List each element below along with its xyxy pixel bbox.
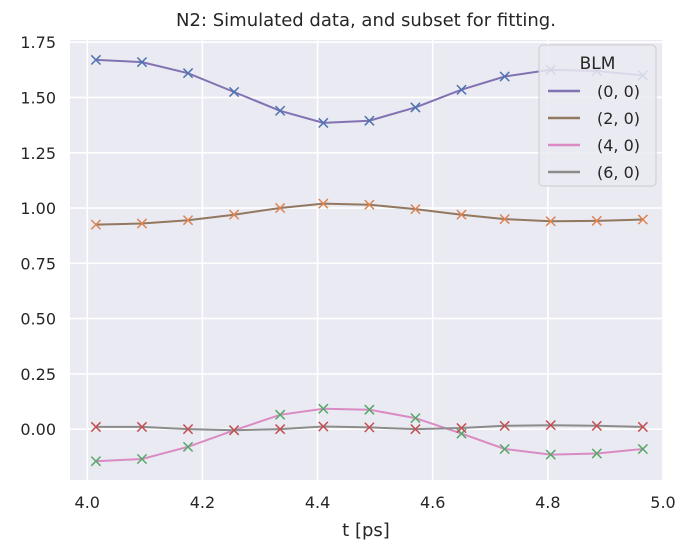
data-point-marker <box>90 54 102 66</box>
data-point-marker <box>591 215 602 226</box>
y-tick-label: 0.25 <box>20 365 56 384</box>
data-point-marker <box>410 412 421 424</box>
y-tick-label: 0.75 <box>20 254 56 273</box>
data-point-marker <box>364 115 375 126</box>
data-point-marker <box>591 448 602 459</box>
x-tick-label: 4.8 <box>535 493 560 512</box>
chart-title: N2: Simulated data, and subset for fitti… <box>176 10 556 31</box>
legend-label: (0, 0) <box>597 82 640 101</box>
data-point-marker <box>545 420 556 431</box>
legend-label: (4, 0) <box>597 136 640 155</box>
data-point-marker <box>364 422 375 433</box>
data-point-marker <box>410 204 421 215</box>
y-axis: 0.00 0.25 0.50 0.75 1.00 1.25 1.50 1.75 <box>20 33 56 439</box>
data-point-marker <box>410 102 421 113</box>
data-point-marker <box>182 441 194 452</box>
data-point-marker <box>275 409 286 420</box>
data-point-marker <box>456 422 467 434</box>
data-point-marker <box>90 421 102 433</box>
data-point-marker <box>90 456 102 467</box>
data-point-marker <box>545 216 556 227</box>
data-point-marker <box>275 424 286 435</box>
data-point-marker <box>182 68 194 79</box>
data-point-marker <box>499 420 510 431</box>
legend-frame <box>538 44 657 187</box>
data-point-marker <box>499 213 510 225</box>
data-point-marker <box>591 420 602 431</box>
data-point-marker <box>90 219 102 230</box>
x-tick-label: 4.4 <box>305 493 330 512</box>
data-point-marker <box>136 56 148 68</box>
data-point-marker <box>456 84 467 95</box>
data-point-marker <box>545 449 556 460</box>
data-point-marker <box>228 209 240 220</box>
series-group <box>90 403 648 467</box>
y-tick-label: 1.25 <box>20 144 56 163</box>
data-point-marker <box>275 105 286 116</box>
data-point-marker <box>228 425 240 436</box>
data-point-marker <box>136 453 148 465</box>
data-point-marker <box>136 218 148 229</box>
data-point-marker <box>318 198 329 209</box>
y-tick-label: 1.50 <box>20 88 56 107</box>
legend-label: (2, 0) <box>597 109 640 128</box>
data-point-marker <box>182 424 194 435</box>
data-point-marker <box>318 421 329 432</box>
data-point-marker <box>318 117 329 129</box>
data-point-marker <box>637 443 648 455</box>
x-tick-label: 5.0 <box>650 493 675 512</box>
x-tick-label: 4.0 <box>75 493 100 512</box>
series-group <box>90 198 648 230</box>
x-tick-label: 4.2 <box>190 493 215 512</box>
data-point-marker <box>228 86 240 98</box>
x-axis: 4.0 4.2 4.4 4.6 4.8 5.0 <box>75 493 676 512</box>
legend-label: (6, 0) <box>597 163 640 182</box>
legend: BLM (0, 0) (2, 0) (4, 0) (6, 0) <box>538 44 657 187</box>
y-tick-label: 0.00 <box>20 420 56 439</box>
data-point-marker <box>499 443 510 455</box>
data-point-marker <box>637 214 648 225</box>
data-point-marker <box>364 404 375 415</box>
y-tick-label: 1.00 <box>20 199 56 218</box>
series-group <box>90 54 648 467</box>
data-point-marker <box>410 424 421 435</box>
data-point-marker <box>318 403 329 414</box>
x-tick-label: 4.6 <box>420 493 445 512</box>
legend-title: BLM <box>580 54 616 74</box>
data-point-marker <box>499 71 510 82</box>
data-point-marker <box>136 421 148 433</box>
data-point-marker <box>275 202 286 214</box>
data-point-marker <box>364 199 375 210</box>
x-axis-label: t [ps] <box>342 520 390 541</box>
data-point-marker <box>637 421 648 433</box>
y-tick-label: 0.50 <box>20 310 56 329</box>
data-point-marker <box>456 209 467 220</box>
data-point-marker <box>182 215 194 226</box>
y-tick-label: 1.75 <box>20 33 56 52</box>
series-group <box>90 420 648 436</box>
